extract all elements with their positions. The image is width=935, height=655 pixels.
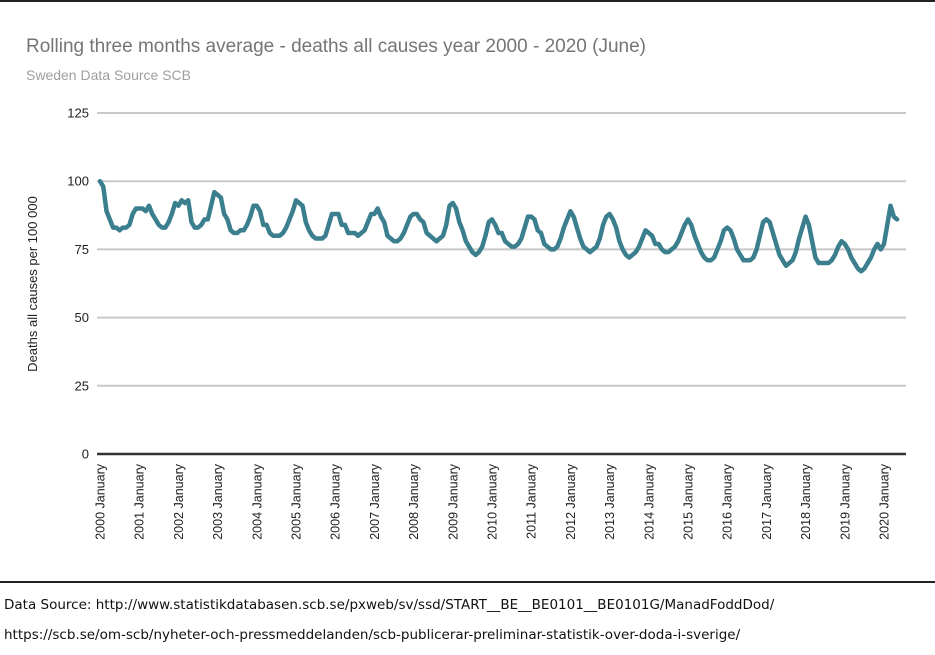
x-tick-label: 2003 January bbox=[211, 463, 225, 540]
chart-frame bbox=[0, 0, 935, 583]
x-tick-label: 2005 January bbox=[290, 463, 304, 540]
y-axis-label: Deaths all causes per 100 000 bbox=[25, 196, 40, 372]
y-tick-labels: 0 25 50 75 100 125 bbox=[67, 106, 89, 462]
data-source-line[interactable]: Data Source: http://www.statistikdatabas… bbox=[4, 597, 775, 613]
x-tick-label: 2000 January bbox=[94, 463, 108, 540]
x-tick-label: 2010 January bbox=[486, 463, 500, 540]
y-tick-label: 100 bbox=[67, 174, 89, 189]
series-layer bbox=[97, 178, 900, 274]
x-tick-label: 2011 January bbox=[525, 463, 539, 539]
series-line bbox=[97, 178, 900, 274]
x-tick-label: 2016 January bbox=[721, 463, 735, 540]
x-tick-label: 2019 January bbox=[838, 463, 852, 540]
y-tick-label: 25 bbox=[75, 378, 89, 393]
gridlines bbox=[97, 112, 906, 456]
line-chart: Rolling three months average - deaths al… bbox=[25, 36, 906, 540]
x-tick-label: 2009 January bbox=[446, 463, 460, 540]
chart-subtitle: Sweden Data Source SCB bbox=[26, 67, 191, 83]
x-tick-label: 2018 January bbox=[799, 463, 813, 540]
x-tick-label: 2012 January bbox=[564, 463, 578, 540]
x-tick-label: 2013 January bbox=[603, 463, 617, 540]
x-tick-label: 2020 January bbox=[878, 463, 892, 540]
y-tick-label: 0 bbox=[82, 447, 89, 462]
x-tick-label: 2004 January bbox=[250, 463, 264, 540]
x-tick-label: 2001 January bbox=[133, 463, 147, 540]
x-tick-label: 2015 January bbox=[682, 463, 696, 540]
chart-title: Rolling three months average - deaths al… bbox=[26, 36, 646, 57]
x-tick-labels: 2000 January 2001 January 2002 January 2003… bbox=[94, 463, 892, 540]
x-tick-label: 2007 January bbox=[368, 463, 382, 540]
data-source-link[interactable]: https://scb.se/om-scb/nyheter-och-pressm… bbox=[4, 627, 741, 643]
x-tick-label: 2017 January bbox=[760, 463, 774, 540]
x-tick-label: 2014 January bbox=[642, 463, 656, 540]
y-tick-label: 125 bbox=[67, 106, 89, 121]
y-tick-label: 75 bbox=[75, 242, 89, 257]
x-tick-label: 2002 January bbox=[172, 463, 186, 540]
x-tick-label: 2008 January bbox=[407, 463, 421, 540]
y-tick-label: 50 bbox=[75, 310, 89, 325]
x-tick-label: 2006 January bbox=[329, 463, 343, 540]
